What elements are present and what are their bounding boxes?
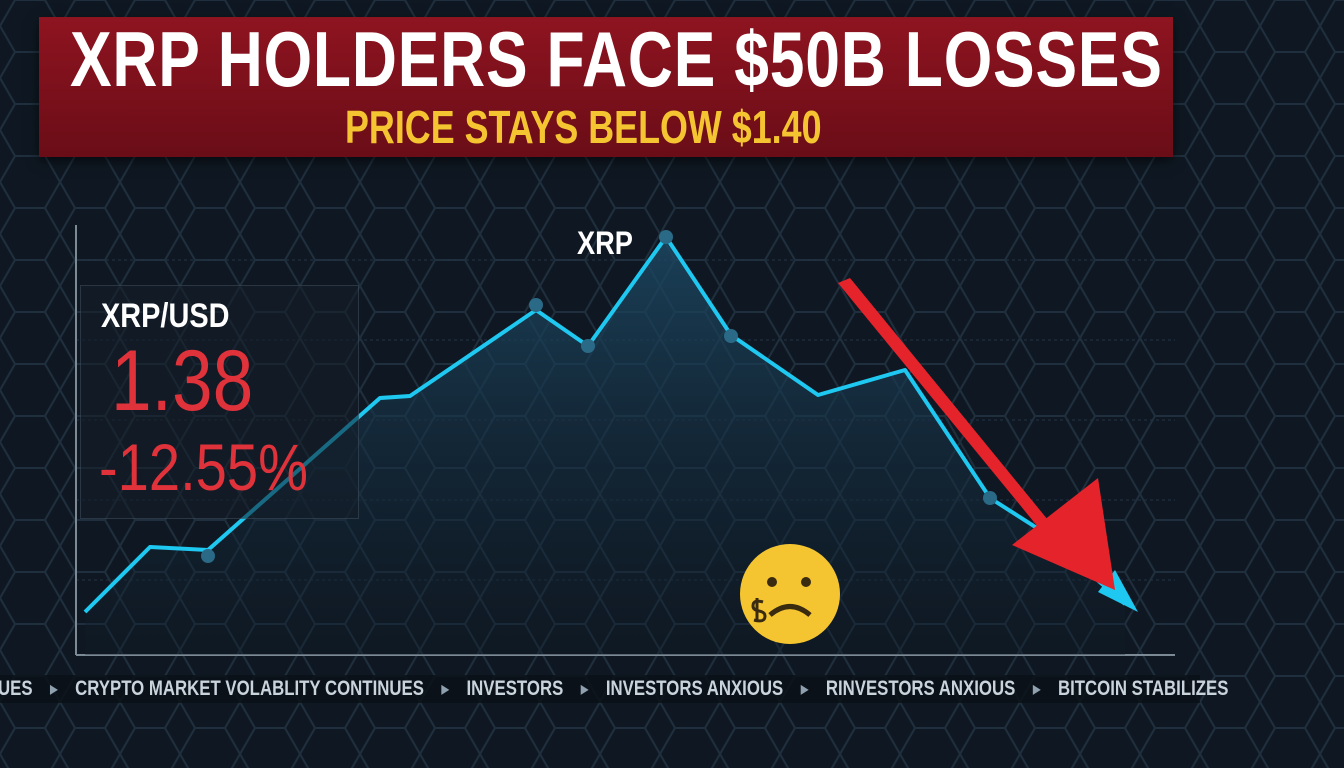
headline: XRP HOLDERS FACE $50B LOSSES <box>70 15 1163 103</box>
series-label: XRP <box>577 225 633 261</box>
ticker-separator-icon: ▶ <box>580 682 589 696</box>
line-marker <box>581 339 595 353</box>
ticker-item: RINVESTORS ANXIOUS <box>825 677 1016 700</box>
down-arrow-icon <box>838 278 1115 590</box>
price-area <box>85 237 1125 655</box>
ticker-separator-icon: ▶ <box>441 682 449 696</box>
line-marker <box>659 230 673 244</box>
ticker-item: INVESTORS <box>466 677 564 700</box>
ticker-separator-icon: ▶ <box>50 682 58 696</box>
ticker-item: BITCOIN STABILIZES <box>1057 677 1229 700</box>
line-marker <box>529 298 543 312</box>
price-value: 1.38 <box>111 333 254 429</box>
pair-label: XRP/USD <box>101 297 230 335</box>
line-marker <box>983 491 997 505</box>
headline-banner <box>39 17 1173 157</box>
news-ticker: UES ▶ CRYPTO MARKET VOLABLITY CONTINUES … <box>0 675 1228 703</box>
line-marker <box>724 329 738 343</box>
price-line <box>83 235 1127 614</box>
ticker-separator-icon: ▶ <box>1032 682 1041 696</box>
price-box: XRP/USD 1.38 -12.55% <box>80 285 359 519</box>
ticker-track: UES ▶ CRYPTO MARKET VOLABLITY CONTINUES … <box>0 675 1228 703</box>
ticker-separator-icon: ▶ <box>800 682 809 696</box>
ticker-item: UES <box>0 677 33 700</box>
price-change: -12.55% <box>99 430 308 504</box>
ticker-item: INVESTORS ANXIOUS <box>605 677 784 700</box>
ticker-item: CRYPTO MARKET VOLABLITY CONTINUES <box>75 677 424 700</box>
subheadline: PRICE STAYS BELOW $1.40 <box>345 101 822 153</box>
line-marker <box>201 549 215 563</box>
worried-face-emoji-icon <box>740 544 840 644</box>
